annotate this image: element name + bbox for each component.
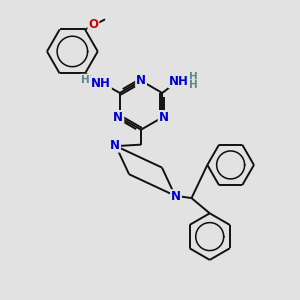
Text: N: N <box>159 111 169 124</box>
Text: O: O <box>88 18 98 31</box>
Text: NH: NH <box>169 74 189 88</box>
Text: H: H <box>189 72 198 82</box>
Text: N: N <box>171 190 181 203</box>
Text: N: N <box>110 139 120 152</box>
Text: H: H <box>189 80 198 90</box>
Text: H: H <box>81 75 90 85</box>
Text: N: N <box>113 111 123 124</box>
Text: N: N <box>136 74 146 87</box>
Text: NH: NH <box>91 77 111 90</box>
